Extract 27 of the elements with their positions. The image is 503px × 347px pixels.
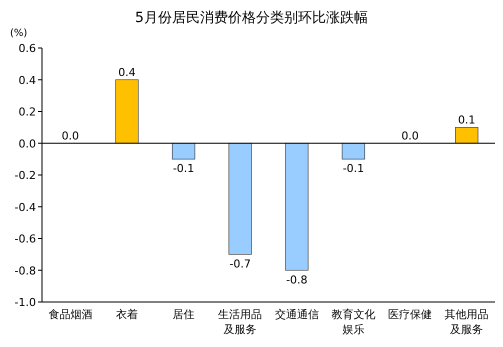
data-label: -0.7 — [229, 257, 251, 270]
data-label: -0.1 — [342, 162, 364, 176]
y-tick-label: 0.0 — [18, 137, 36, 150]
y-tick-label: 0.6 — [18, 42, 36, 55]
data-label: -0.1 — [172, 162, 194, 176]
x-tick-label: 生活用品及服务 — [218, 308, 262, 336]
y-tick-label: 0.4 — [18, 74, 36, 87]
y-tick-label: 0.2 — [18, 106, 36, 118]
data-label: 0.0 — [62, 129, 80, 142]
data-label: -0.8 — [286, 273, 308, 286]
x-tick-label: 其他用品及服务 — [444, 308, 489, 336]
x-tick-label: 教育文化娱乐 — [331, 308, 376, 336]
y-tick-label: -0.6 — [14, 232, 36, 246]
y-axis-title: (%) — [10, 28, 28, 39]
y-tick-label: -1.0 — [14, 296, 36, 309]
chart-title: 5月份居民消费价格分类别环比涨跌幅 — [135, 10, 368, 26]
data-label: 0.1 — [458, 113, 476, 126]
data-label: 0.4 — [118, 66, 136, 79]
x-tick-label: 衣着 — [116, 308, 138, 321]
x-tick-label: 交通通信 — [274, 308, 319, 321]
data-label: 0.0 — [401, 129, 419, 142]
x-tick-label: 医疗保健 — [388, 308, 432, 321]
x-tick-label: 食品烟酒 — [48, 308, 92, 321]
x-tick-label: 居住 — [172, 308, 195, 321]
y-tick-label: -0.2 — [14, 169, 36, 182]
y-tick-label: -0.4 — [14, 200, 36, 214]
y-tick-label: -0.8 — [14, 264, 36, 278]
